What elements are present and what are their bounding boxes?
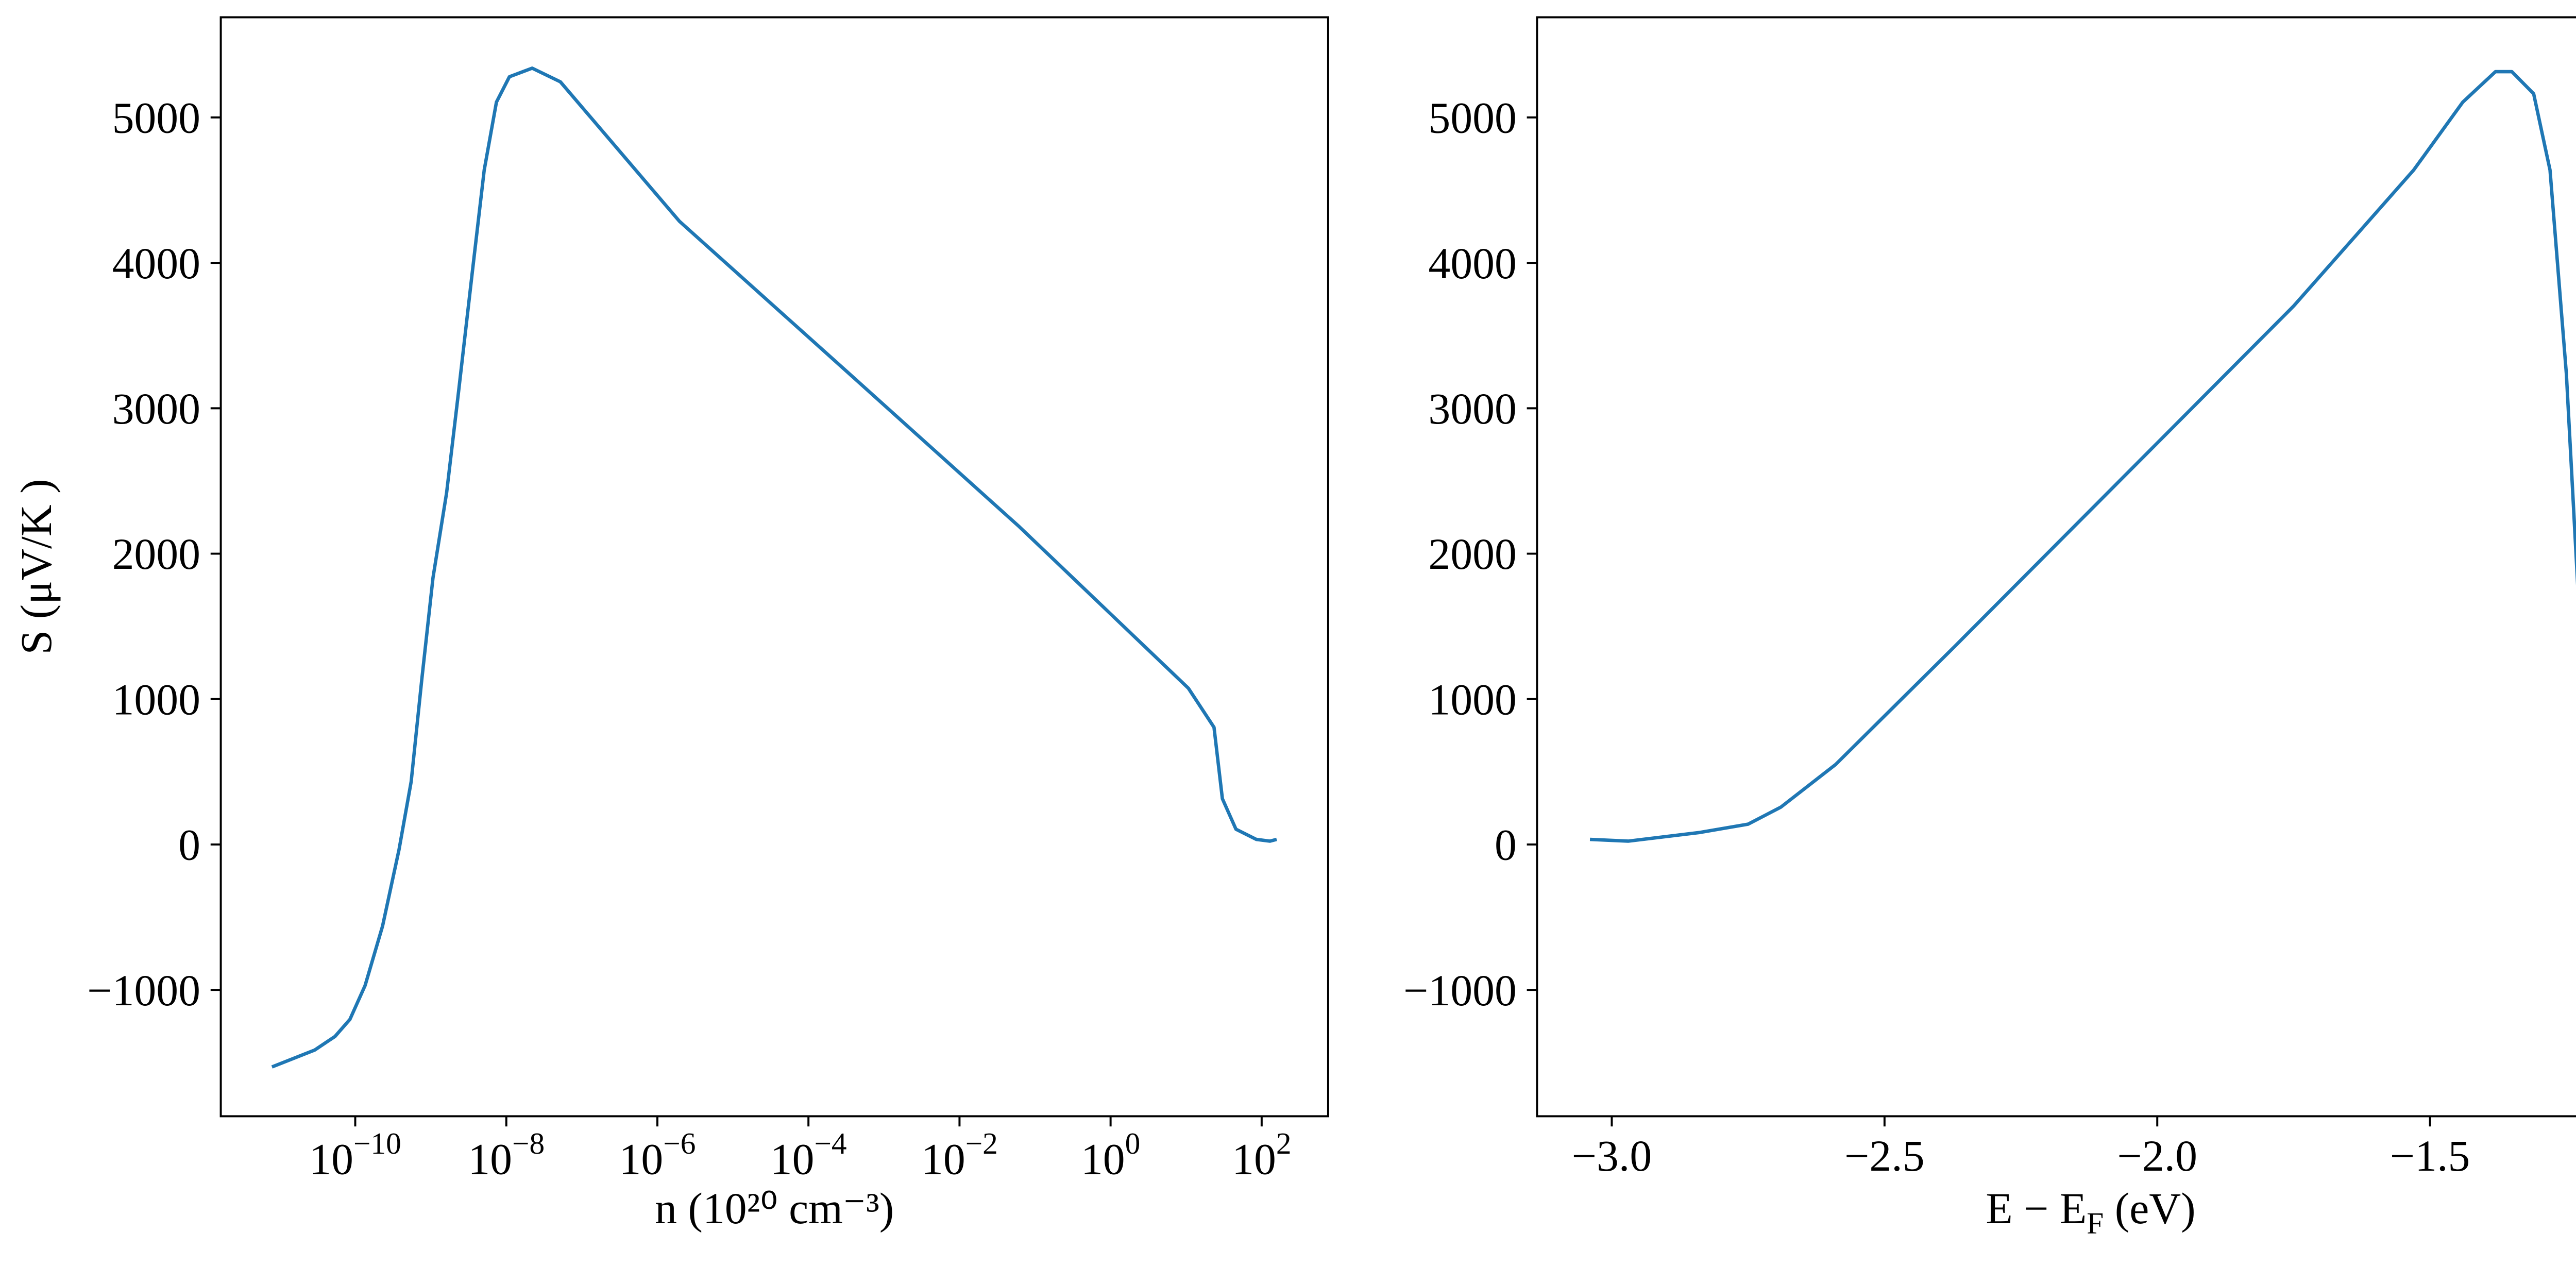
x-tick-label: −2.0 bbox=[2117, 1132, 2197, 1180]
y-tick-label: 1000 bbox=[1428, 675, 1516, 724]
y-tick-label: 3000 bbox=[112, 384, 200, 433]
data-line bbox=[1589, 70, 2576, 843]
y-tick-label: −1000 bbox=[87, 966, 200, 1015]
x-axis-label: E − EF (eV) bbox=[1986, 1184, 2195, 1240]
y-tick-label: 2000 bbox=[1428, 530, 1516, 579]
x-tick-label: 10−8 bbox=[468, 1126, 545, 1184]
y-tick-label: 4000 bbox=[1428, 239, 1516, 288]
y-tick-label: −1000 bbox=[1403, 966, 1517, 1015]
x-tick-label: 10−6 bbox=[619, 1126, 696, 1184]
x-tick-label: −2.5 bbox=[1844, 1132, 1924, 1180]
y-tick-label: 2000 bbox=[112, 530, 200, 579]
x-tick-label: −3.0 bbox=[1572, 1132, 1652, 1180]
x-tick-label: 102 bbox=[1232, 1126, 1291, 1184]
y-tick-label: 4000 bbox=[112, 239, 200, 288]
x-tick-label: 10−10 bbox=[309, 1126, 401, 1184]
y-tick-label: 0 bbox=[1495, 821, 1517, 870]
y-tick-label: 5000 bbox=[1428, 94, 1516, 143]
x-tick-label: 100 bbox=[1081, 1126, 1140, 1184]
axes-frame bbox=[1536, 16, 2576, 1118]
y-tick-label: 1000 bbox=[112, 675, 200, 724]
axes-frame bbox=[219, 16, 1329, 1118]
y-tick-label: 5000 bbox=[112, 94, 200, 143]
x-axis-label: n (10²⁰ cm⁻³) bbox=[655, 1184, 894, 1233]
x-tick-label: 10−2 bbox=[921, 1126, 998, 1184]
y-tick-label: 0 bbox=[178, 821, 200, 870]
data-line bbox=[271, 66, 1277, 1069]
x-tick-label: −1.5 bbox=[2390, 1132, 2470, 1180]
y-axis-label: S (μV/K ) bbox=[12, 479, 61, 654]
y-tick-label: 3000 bbox=[1428, 384, 1516, 433]
x-tick-label: 10−4 bbox=[770, 1126, 847, 1184]
